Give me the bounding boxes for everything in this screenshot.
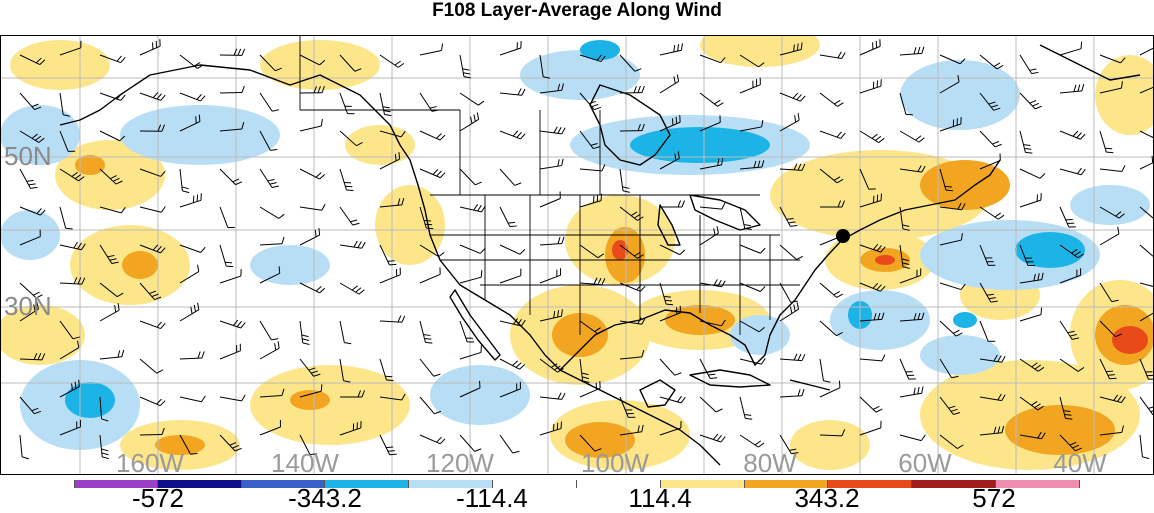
wind-barb-flag xyxy=(386,447,393,448)
wind-barb-flag xyxy=(1108,375,1115,376)
map-panel xyxy=(0,35,1154,475)
lon-label-160w: 160W xyxy=(116,450,184,476)
wind-barb-flag xyxy=(388,261,395,262)
location-marker xyxy=(836,229,850,243)
lat-label-50n: 50N xyxy=(4,143,52,169)
wind-barb-flag xyxy=(225,262,232,263)
colorbar-label-572: 572 xyxy=(972,484,1015,512)
wind-barb-flag xyxy=(226,266,233,267)
lon-label-120w: 120W xyxy=(426,450,494,476)
page-title: F108 Layer-Average Along Wind xyxy=(0,0,1154,22)
wind-barb-flag xyxy=(1110,378,1117,379)
wind-barb-flag xyxy=(279,266,280,273)
wind-barb-flag xyxy=(426,228,433,229)
wind-barb-flag xyxy=(1152,156,1153,163)
wind-barb-flag xyxy=(424,220,431,221)
wind-barb-flag xyxy=(665,300,672,301)
wind-barb-flag xyxy=(389,264,396,265)
wind-barb-flag xyxy=(839,381,840,388)
wind-barb-flag xyxy=(481,270,482,277)
wind-barb-flag xyxy=(390,454,397,455)
wind-barb-flag xyxy=(946,190,953,191)
colorbar-label-114: 114.4 xyxy=(628,484,691,512)
colorbar-label-neg572: -572 xyxy=(132,484,184,512)
wind-barb-flag xyxy=(906,114,913,115)
lon-label-140w: 140W xyxy=(271,450,339,476)
lon-label-80w: 80W xyxy=(743,450,796,476)
lon-label-40w: 40W xyxy=(1053,450,1106,476)
wind-barb-flag xyxy=(66,228,73,229)
wind-barb-flag xyxy=(388,451,395,452)
wind-barb-flag xyxy=(425,224,432,225)
wind-barb-flag xyxy=(945,186,952,187)
wind-barb-flag xyxy=(321,384,322,391)
lon-label-100w: 100W xyxy=(581,450,649,476)
colorbar xyxy=(74,480,1080,488)
wind-barb-flag xyxy=(666,304,673,305)
wind-barb-flag xyxy=(199,115,200,122)
lon-label-60w: 60W xyxy=(898,450,951,476)
wind-barb-flag xyxy=(196,116,197,123)
colorbar-label-343: 343.2 xyxy=(794,484,859,512)
wind-barb-flag xyxy=(664,297,671,298)
lat-label-30n: 30N xyxy=(4,293,52,319)
wind-barb-flag xyxy=(1106,371,1113,372)
wind-barb xyxy=(220,92,242,93)
colorbar-label-neg343: -343.2 xyxy=(288,484,362,512)
colorbar-label-neg114: -114.4 xyxy=(456,484,528,512)
